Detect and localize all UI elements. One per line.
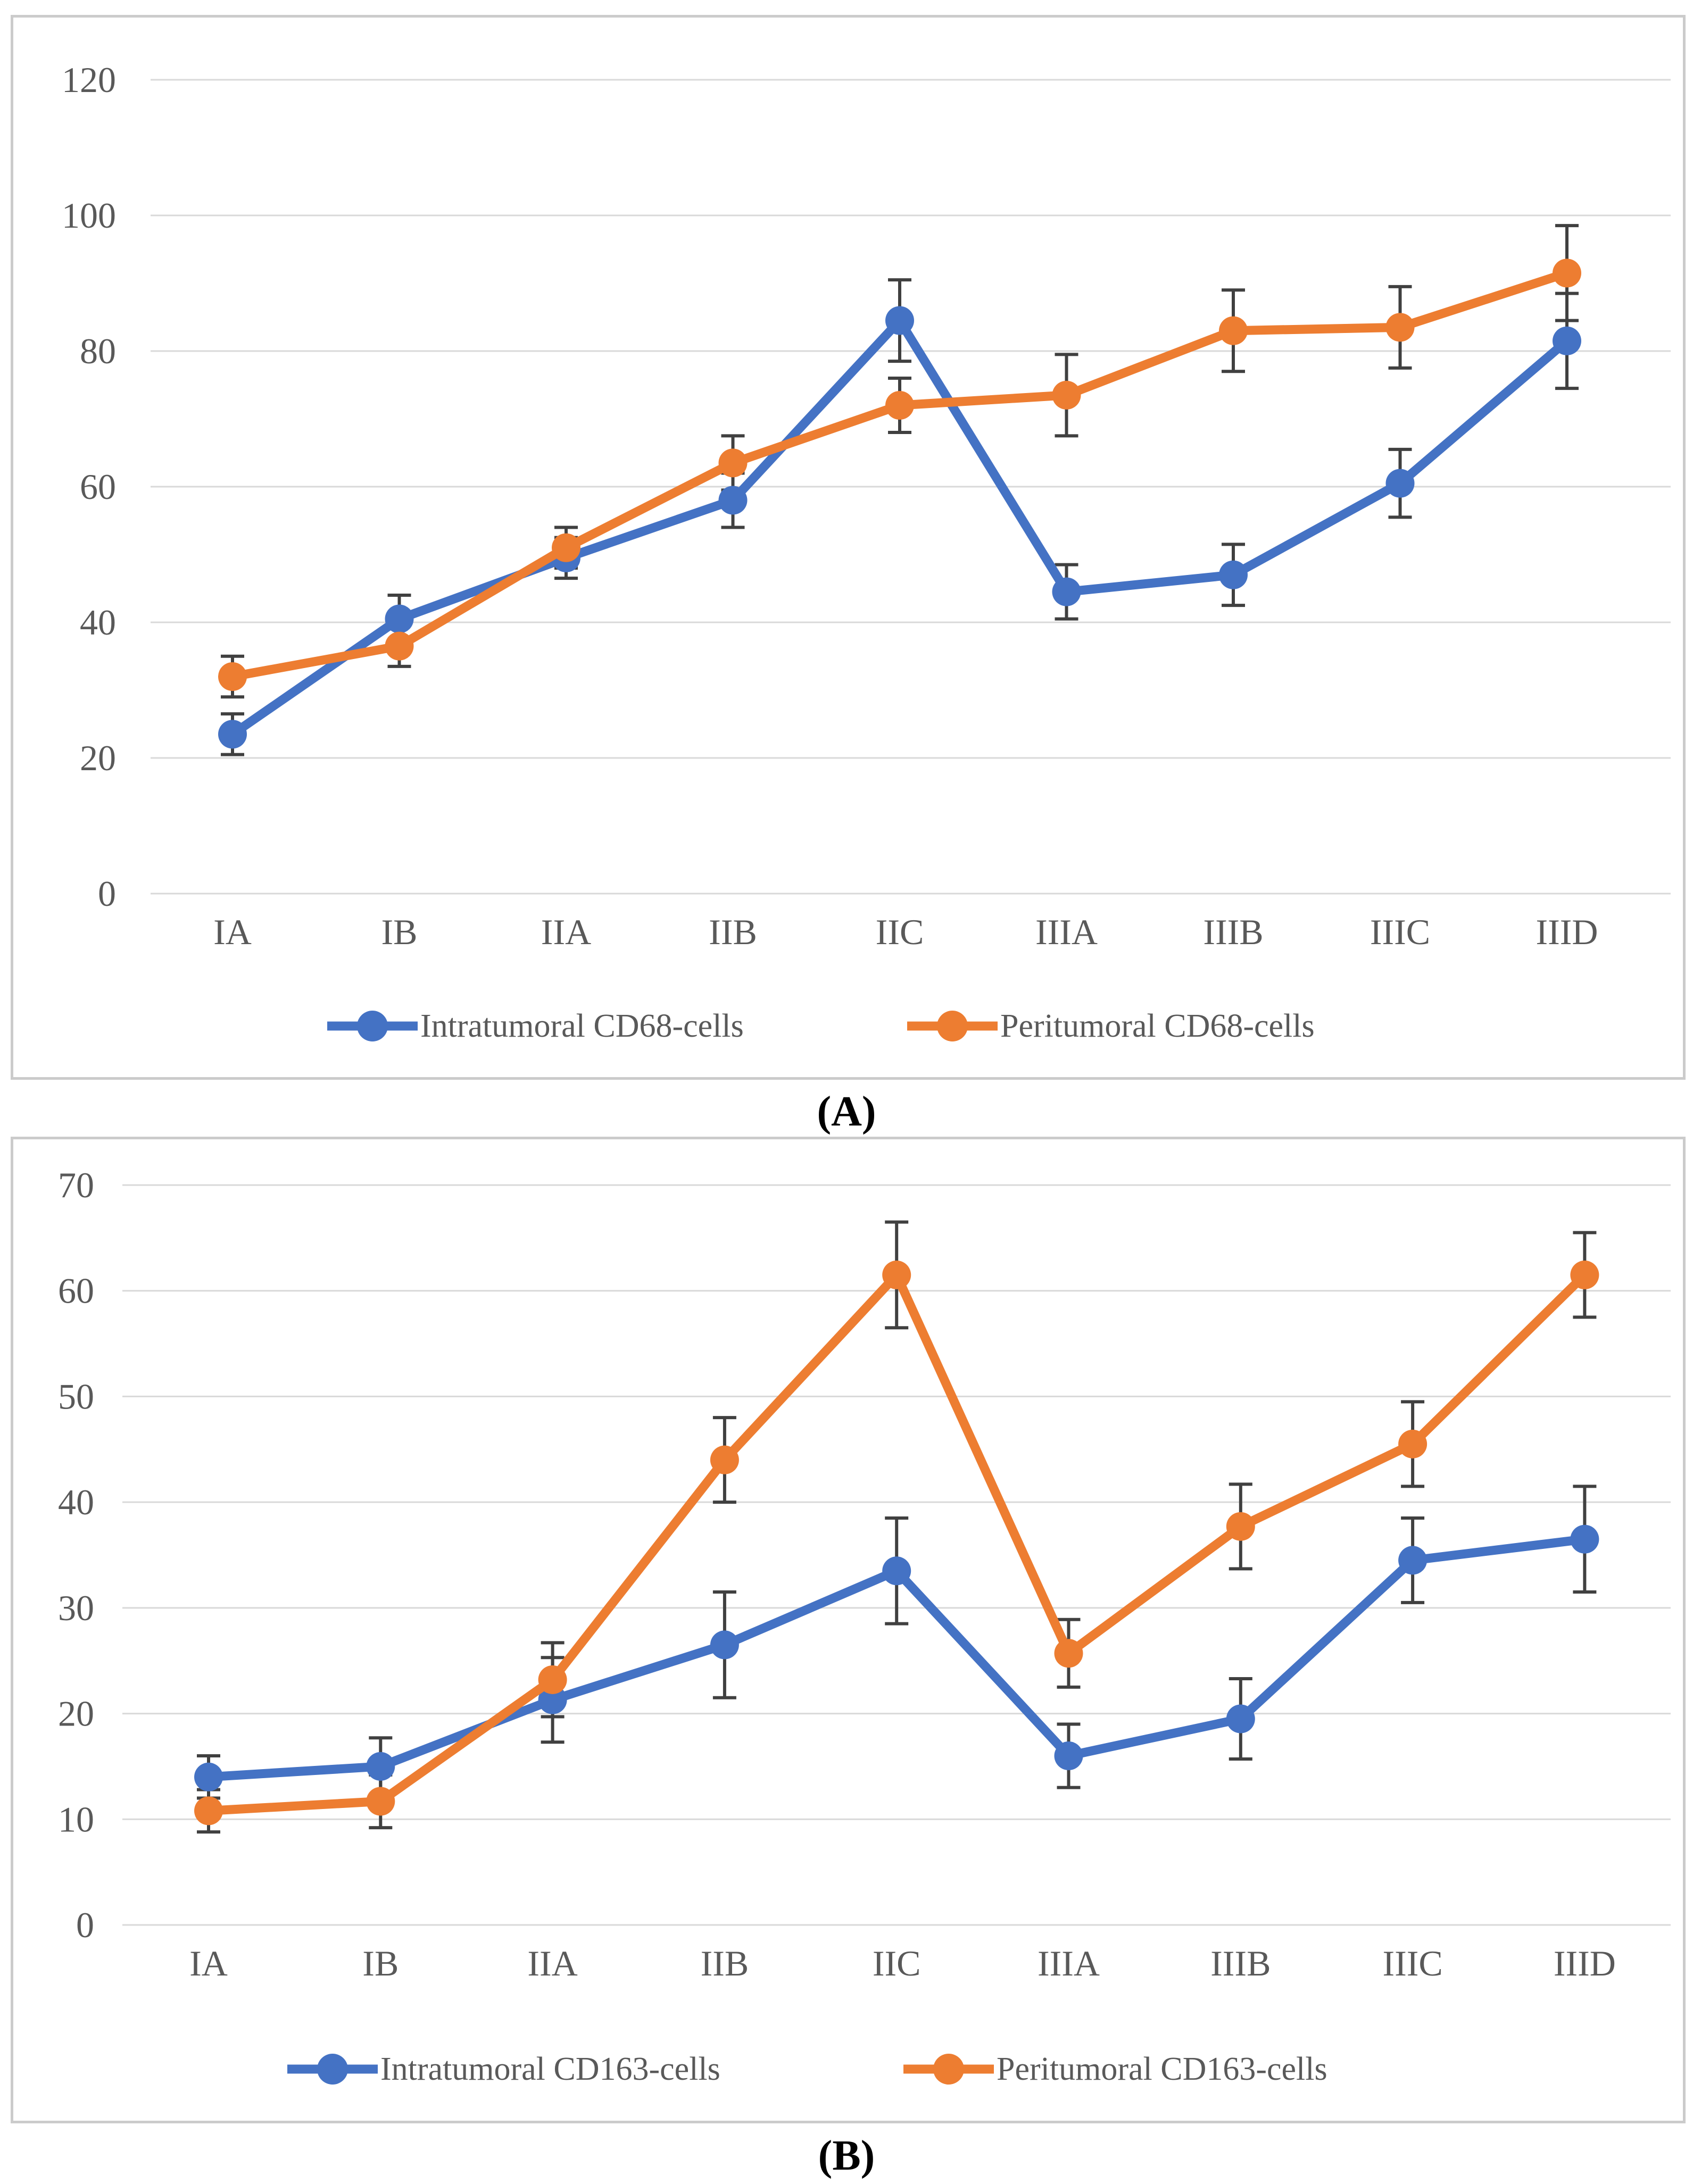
chart-a-line-chart: 0 20 40 60 80 100 120 IA IB IIA IIB IIC IIIA IIIB IIIC… <box>62 60 1671 1044</box>
data-point-marker <box>366 1787 395 1816</box>
data-point-marker <box>1054 1639 1083 1668</box>
y-axis-tick-label: 50 <box>58 1376 94 1416</box>
y-axis-tick-label: 20 <box>80 738 116 778</box>
caption-a: (A) <box>817 1088 876 1135</box>
y-axis-tick-label: 40 <box>58 1482 94 1522</box>
data-point-marker <box>1219 560 1248 589</box>
data-point-marker <box>1226 1512 1255 1541</box>
x-axis-category-label: IIC <box>876 912 924 952</box>
legend-item: Intratumoral CD68-cells <box>327 1008 744 1044</box>
y-axis-tick-label: 10 <box>58 1799 94 1839</box>
data-point-marker <box>1226 1704 1255 1733</box>
data-point-marker <box>1570 1260 1599 1289</box>
data-point-marker <box>552 533 580 562</box>
x-axis-category-label: IIIC <box>1382 1943 1442 1983</box>
x-axis-category-label: IIA <box>527 1943 577 1983</box>
legend-item: Peritumoral CD68-cells <box>907 1008 1315 1044</box>
x-axis-category-label: IIID <box>1554 1943 1616 1983</box>
legend-label: Intratumoral CD163-cells <box>380 2051 720 2087</box>
x-axis-category-label: IIIA <box>1035 912 1098 952</box>
data-point-marker <box>1052 577 1081 606</box>
legend-circle-marker-icon <box>933 2054 964 2085</box>
legend-label: Intratumoral CD68-cells <box>420 1008 744 1044</box>
y-axis-tick-label: 40 <box>80 602 116 643</box>
data-point-marker <box>882 1260 911 1289</box>
data-point-marker <box>885 306 914 335</box>
data-point-marker <box>385 631 414 661</box>
caption-b: (B) <box>818 2132 875 2179</box>
data-point-marker <box>218 662 247 691</box>
x-axis-category-label: IIIB <box>1210 1943 1271 1983</box>
data-point-marker <box>718 486 748 515</box>
data-point-marker <box>710 1445 739 1474</box>
y-axis-tick-label: 0 <box>98 873 116 914</box>
data-point-marker <box>1052 380 1081 410</box>
y-axis-tick-label: 60 <box>58 1271 94 1311</box>
data-point-marker <box>1385 313 1415 342</box>
data-point-marker <box>366 1752 395 1781</box>
x-axis-category-label: IIIB <box>1203 912 1263 952</box>
data-point-marker <box>1398 1429 1428 1458</box>
x-axis-category-label: IA <box>189 1943 228 1983</box>
data-point-marker <box>1570 1524 1599 1554</box>
data-point-marker <box>1398 1546 1428 1575</box>
x-axis-category-label: IIB <box>701 1943 749 1983</box>
legend-label: Peritumoral CD68-cells <box>1000 1008 1315 1044</box>
data-point-marker <box>385 604 414 633</box>
y-axis-tick-label: 80 <box>80 331 116 371</box>
chart-b-panel: 0 10 20 30 40 50 60 70 IA IB IIA IIB IIC IIIA IIIB IIIC… <box>11 1137 1686 2123</box>
x-axis-category-label: IIID <box>1536 912 1598 952</box>
y-axis-tick-label: 60 <box>80 466 116 507</box>
legend-circle-marker-icon <box>317 2054 348 2085</box>
x-axis-category-label: IIIA <box>1038 1943 1100 1983</box>
data-point-marker <box>218 720 247 749</box>
x-axis-category-label: IIIC <box>1370 912 1430 952</box>
data-point-marker <box>538 1665 567 1694</box>
y-axis-tick-label: 120 <box>62 60 116 100</box>
x-axis-category-label: IIB <box>709 912 757 952</box>
x-axis-category-label: IB <box>362 1943 399 1983</box>
y-axis-tick-label: 30 <box>58 1588 94 1628</box>
data-point-marker <box>710 1630 739 1660</box>
data-point-marker <box>1054 1741 1083 1771</box>
y-axis-tick-label: 70 <box>58 1165 94 1205</box>
data-point-marker <box>1553 326 1581 355</box>
x-axis-category-label: IIC <box>873 1943 921 1983</box>
data-point-marker <box>1385 469 1415 498</box>
data-point-marker <box>1219 316 1248 345</box>
y-axis-tick-label: 20 <box>58 1694 94 1734</box>
data-point-marker <box>718 448 748 478</box>
data-point-marker <box>194 1762 223 1791</box>
legend-circle-marker-icon <box>357 1011 388 1041</box>
data-point-marker <box>882 1556 911 1586</box>
data-point-marker <box>194 1796 223 1825</box>
legend-label: Peritumoral CD163-cells <box>997 2051 1327 2087</box>
data-point-marker <box>885 391 914 420</box>
legend-circle-marker-icon <box>937 1011 968 1041</box>
chart-a-panel: 0 20 40 60 80 100 120 IA IB IIA IIB IIC IIIA IIIB IIIC… <box>11 15 1686 1080</box>
y-axis-tick-label: 100 <box>62 195 116 236</box>
legend-item: Intratumoral CD163-cells <box>287 2051 720 2087</box>
chart-b-line-chart: 0 10 20 30 40 50 60 70 IA IB IIA IIB IIC IIIA IIIB IIIC… <box>58 1165 1671 2087</box>
y-axis-tick-label: 0 <box>76 1905 94 1945</box>
data-point-marker <box>538 1685 567 1714</box>
x-axis-category-label: IIA <box>541 912 591 952</box>
data-point-marker <box>1553 259 1581 288</box>
legend-item: Peritumoral CD163-cells <box>903 2051 1327 2087</box>
x-axis-category-label: IB <box>381 912 418 952</box>
x-axis-category-label: IA <box>213 912 252 952</box>
